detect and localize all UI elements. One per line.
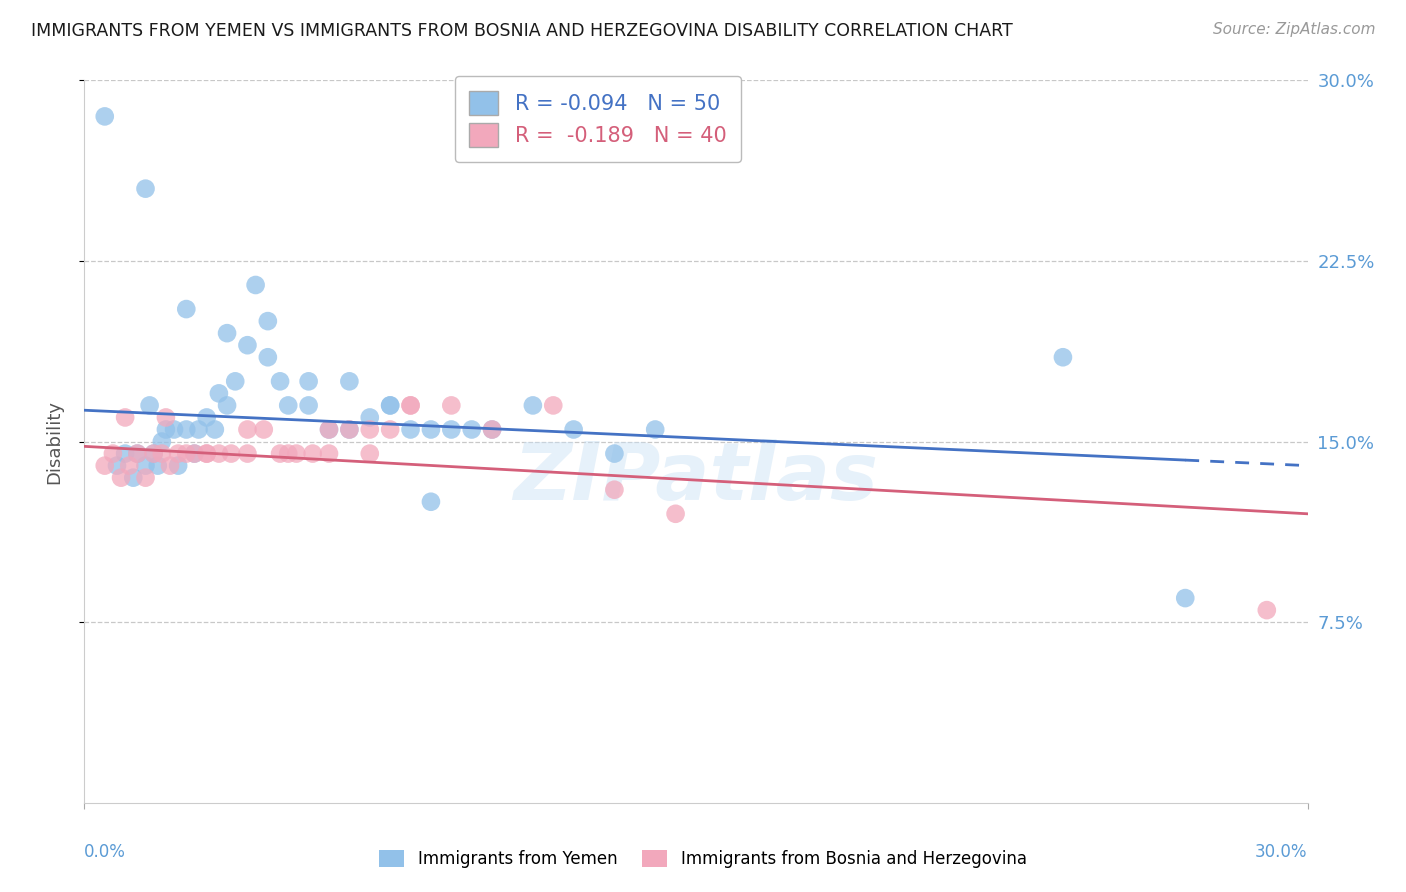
Point — [339, 374, 361, 388]
Point — [174, 301, 197, 317]
Text: 0.0%: 0.0% — [84, 843, 127, 861]
Point — [101, 446, 124, 460]
Point — [380, 422, 402, 436]
Point — [399, 398, 422, 412]
Point — [127, 446, 149, 460]
Point — [195, 410, 218, 425]
Point — [155, 422, 177, 436]
Point — [114, 446, 136, 460]
Point — [359, 446, 381, 460]
Point — [481, 422, 503, 436]
Text: Source: ZipAtlas.com: Source: ZipAtlas.com — [1212, 22, 1375, 37]
Point — [187, 422, 209, 436]
Point — [204, 422, 226, 436]
Legend: Immigrants from Yemen, Immigrants from Bosnia and Herzegovina: Immigrants from Yemen, Immigrants from B… — [373, 843, 1033, 875]
Point — [155, 410, 177, 425]
Point — [359, 422, 381, 436]
Point — [150, 446, 173, 460]
Point — [301, 446, 323, 460]
Point — [183, 446, 205, 460]
Point — [440, 422, 463, 436]
Point — [665, 507, 688, 521]
Point — [118, 458, 141, 473]
Point — [562, 422, 585, 436]
Text: IMMIGRANTS FROM YEMEN VS IMMIGRANTS FROM BOSNIA AND HERZEGOVINA DISABILITY CORRE: IMMIGRANTS FROM YEMEN VS IMMIGRANTS FROM… — [31, 22, 1012, 40]
Point — [277, 398, 299, 412]
Point — [481, 422, 503, 436]
Point — [195, 446, 218, 460]
Point — [318, 446, 340, 460]
Point — [285, 446, 308, 460]
Point — [236, 338, 259, 352]
Point — [146, 458, 169, 473]
Point — [122, 470, 145, 484]
Point — [135, 181, 157, 195]
Point — [219, 446, 242, 460]
Point — [420, 422, 443, 436]
Point — [318, 422, 340, 436]
Point — [159, 458, 181, 473]
Point — [150, 434, 173, 449]
Point — [339, 422, 361, 436]
Point — [167, 446, 190, 460]
Point — [339, 422, 361, 436]
Point — [135, 458, 157, 473]
Point — [93, 109, 115, 123]
Point — [110, 470, 132, 484]
Point — [174, 422, 197, 436]
Point — [167, 458, 190, 473]
Point — [543, 398, 565, 412]
Point — [135, 470, 157, 484]
Point — [224, 374, 246, 388]
Point — [257, 350, 280, 364]
Point — [236, 446, 259, 460]
Point — [461, 422, 484, 436]
Y-axis label: Disability: Disability — [45, 400, 63, 483]
Point — [93, 458, 115, 473]
Point — [174, 446, 197, 460]
Point — [269, 446, 291, 460]
Point — [318, 422, 340, 436]
Point — [114, 410, 136, 425]
Point — [183, 446, 205, 460]
Point — [257, 314, 280, 328]
Point — [1174, 591, 1197, 605]
Point — [142, 446, 165, 460]
Point — [217, 326, 239, 340]
Point — [217, 398, 239, 412]
Point — [522, 398, 544, 412]
Point — [380, 398, 402, 412]
Point — [195, 446, 218, 460]
Point — [298, 398, 321, 412]
Point — [253, 422, 276, 436]
Point — [298, 374, 321, 388]
Point — [277, 446, 299, 460]
Point — [603, 446, 626, 460]
Legend: R = -0.094   N = 50, R =  -0.189   N = 40: R = -0.094 N = 50, R = -0.189 N = 40 — [454, 76, 741, 161]
Point — [644, 422, 666, 436]
Point — [142, 446, 165, 460]
Point — [236, 422, 259, 436]
Text: ZIPatlas: ZIPatlas — [513, 439, 879, 516]
Point — [380, 398, 402, 412]
Point — [399, 398, 422, 412]
Point — [603, 483, 626, 497]
Point — [1256, 603, 1278, 617]
Point — [359, 410, 381, 425]
Point — [269, 374, 291, 388]
Point — [105, 458, 128, 473]
Point — [1052, 350, 1074, 364]
Text: 30.0%: 30.0% — [1256, 843, 1308, 861]
Point — [399, 422, 422, 436]
Point — [208, 386, 231, 401]
Point — [208, 446, 231, 460]
Point — [163, 422, 186, 436]
Point — [420, 494, 443, 508]
Point — [138, 398, 160, 412]
Point — [245, 277, 267, 292]
Point — [440, 398, 463, 412]
Point — [127, 446, 149, 460]
